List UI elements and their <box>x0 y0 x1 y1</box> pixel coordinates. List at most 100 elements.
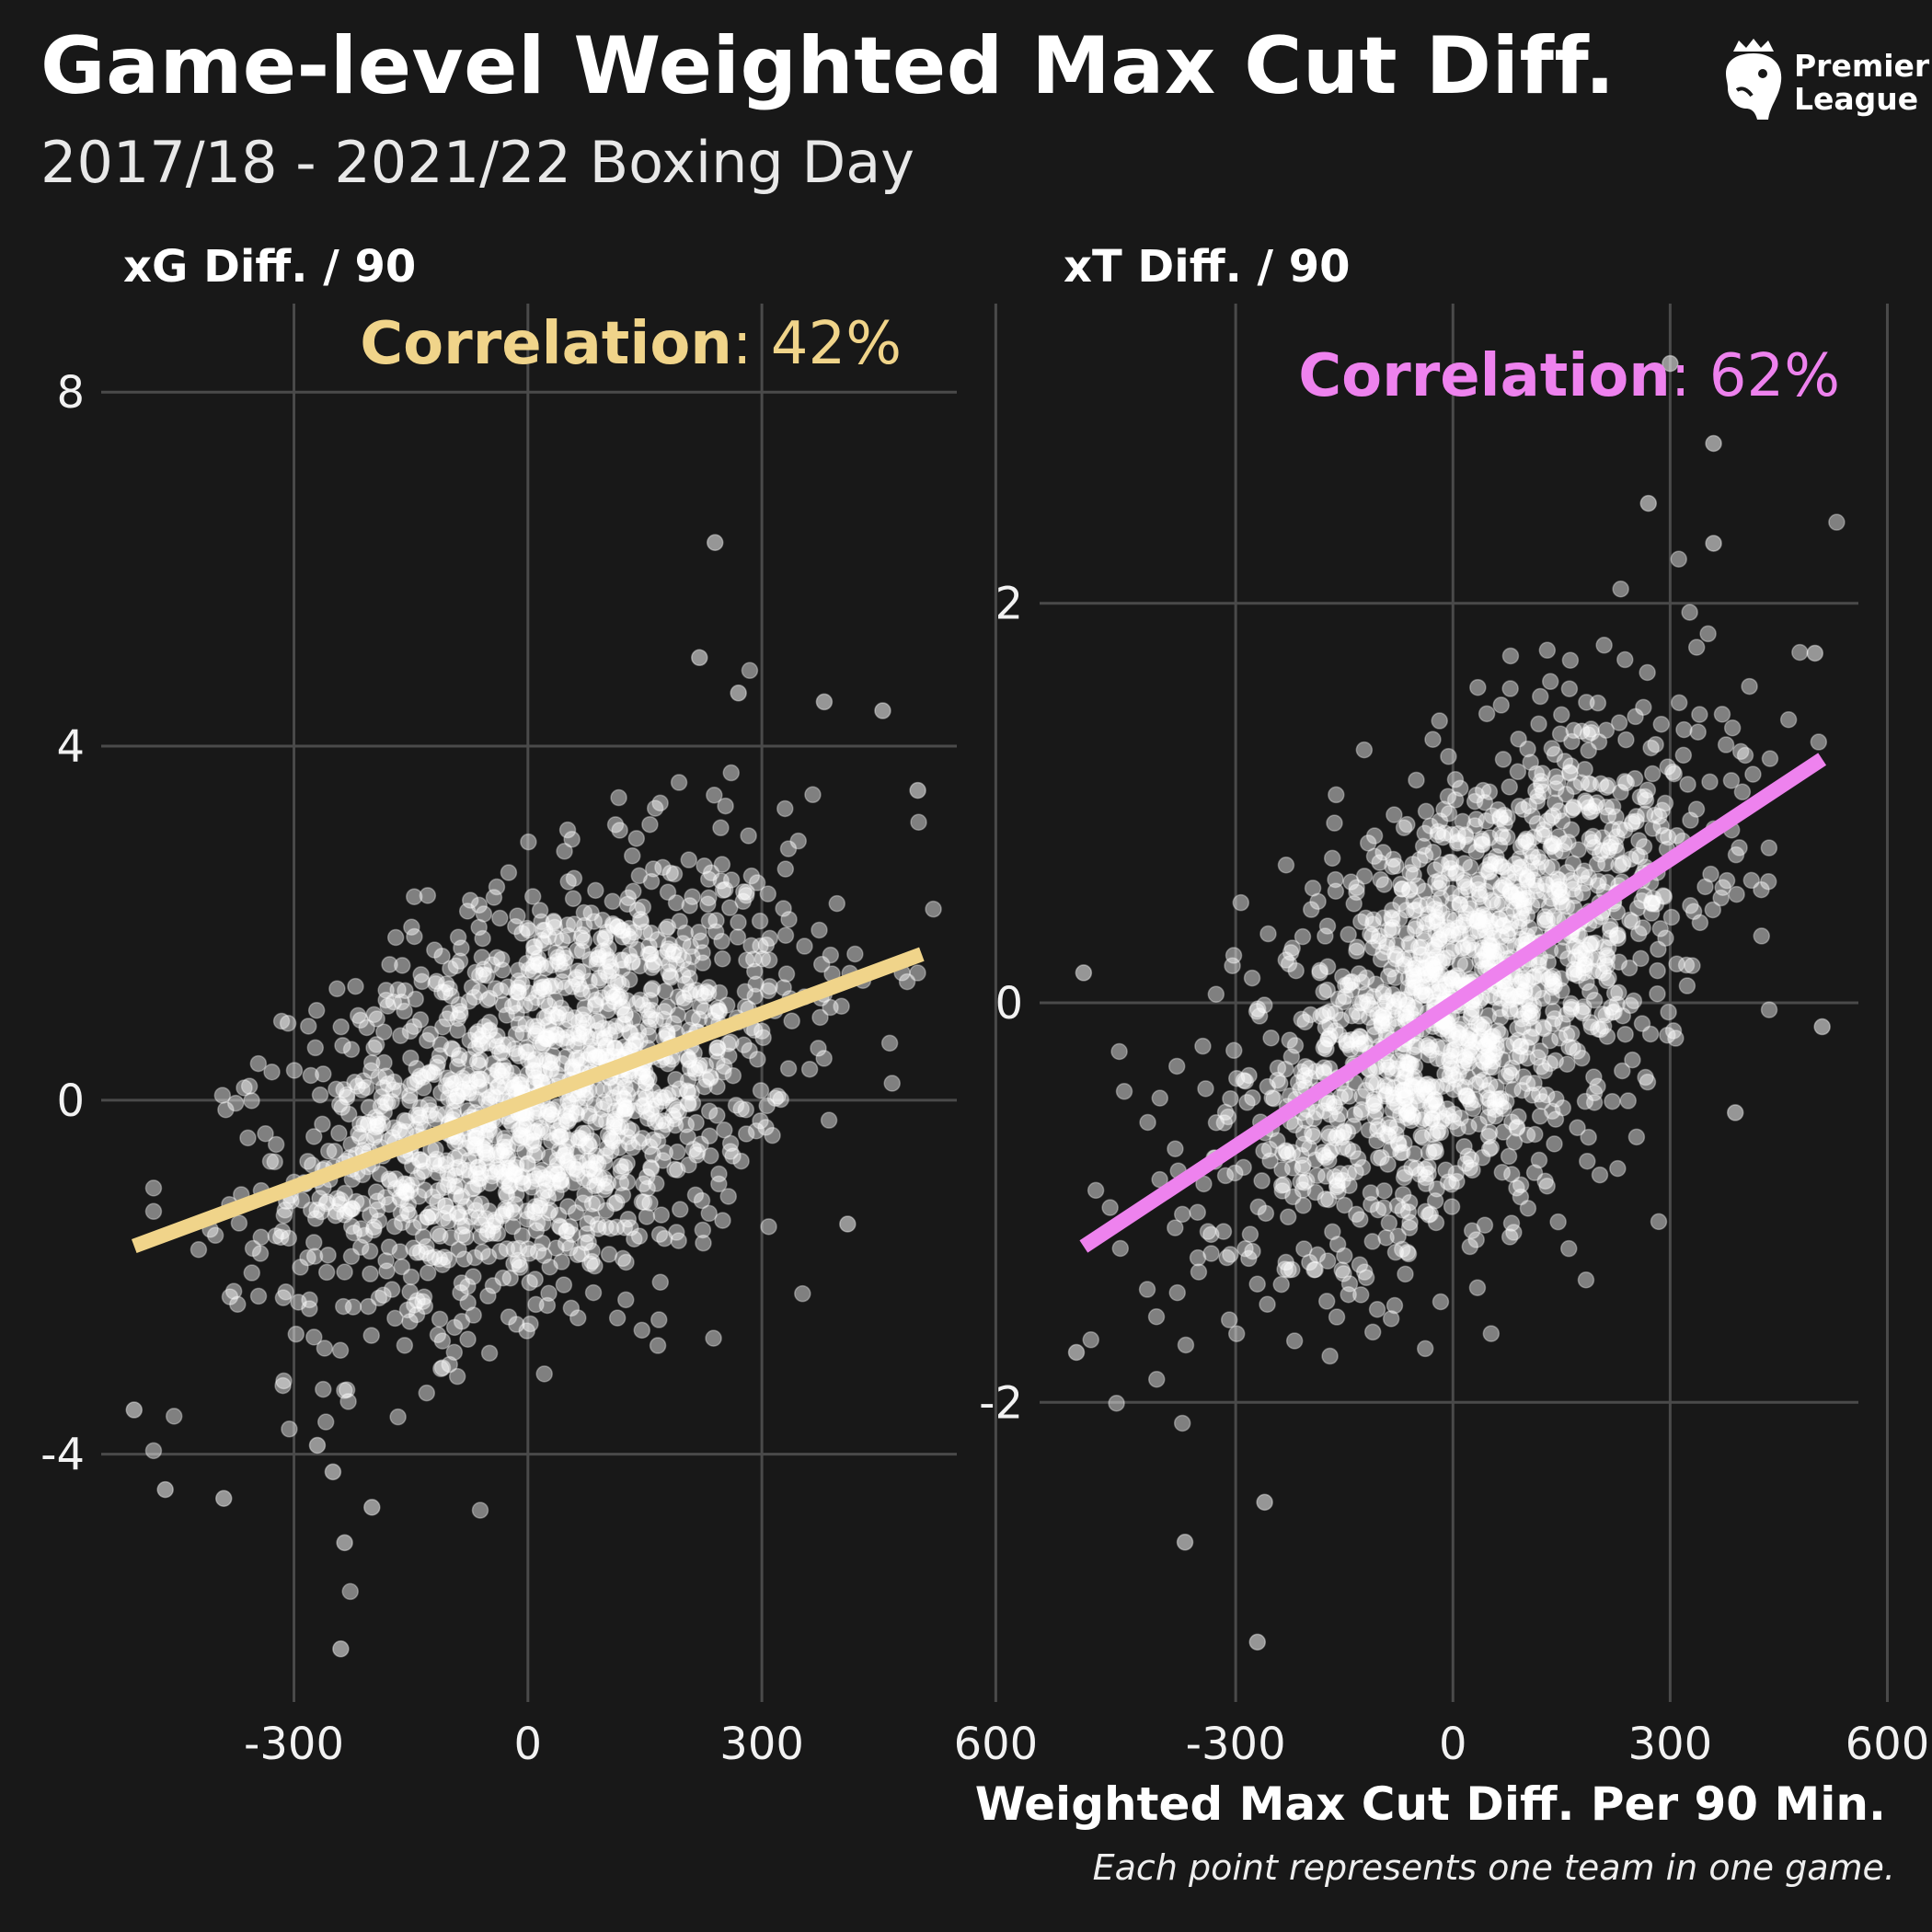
data-point <box>518 1202 535 1220</box>
data-point <box>370 1212 388 1230</box>
data-point <box>1444 1112 1462 1131</box>
data-point <box>715 1057 733 1075</box>
data-point <box>680 1052 697 1069</box>
data-point <box>752 1082 770 1099</box>
data-point <box>516 1143 534 1160</box>
data-point <box>654 858 672 877</box>
data-point <box>1535 1019 1553 1038</box>
data-point <box>1384 857 1401 876</box>
data-point <box>574 1124 592 1143</box>
data-point <box>880 1034 899 1052</box>
x-tick-label: -300 <box>244 1719 344 1770</box>
data-point <box>480 1013 499 1031</box>
data-point <box>1464 1161 1481 1179</box>
data-point <box>360 1297 377 1316</box>
data-point <box>681 969 698 987</box>
data-point <box>396 1175 413 1192</box>
data-point <box>353 1194 372 1213</box>
data-point <box>1323 1141 1341 1159</box>
data-point <box>740 827 757 845</box>
data-point <box>341 1582 359 1601</box>
data-point <box>273 1223 292 1240</box>
data-point <box>426 941 443 959</box>
data-point <box>1718 871 1736 890</box>
data-point <box>495 1167 513 1185</box>
data-point <box>666 1160 684 1179</box>
data-point <box>479 1221 497 1239</box>
data-point <box>674 966 692 984</box>
data-point <box>410 1188 428 1205</box>
data-point <box>519 1043 537 1061</box>
data-point <box>676 924 695 942</box>
data-point <box>1828 513 1846 531</box>
data-point <box>614 1016 632 1033</box>
data-point <box>528 1144 546 1162</box>
data-point <box>447 1159 466 1177</box>
data-point <box>452 1006 469 1023</box>
data-point <box>299 1248 316 1267</box>
data-point <box>1177 1336 1195 1354</box>
data-point <box>707 1004 725 1021</box>
data-point <box>671 913 689 930</box>
data-point <box>308 1436 327 1455</box>
data-point <box>1627 1128 1646 1146</box>
data-point <box>1439 1025 1457 1042</box>
data-point <box>651 1088 670 1107</box>
data-point <box>469 1072 488 1090</box>
logo-text-line2: League <box>1794 81 1919 117</box>
data-point <box>453 1217 471 1236</box>
data-point <box>1390 1135 1408 1154</box>
data-point <box>741 1041 758 1060</box>
data-point <box>558 916 577 934</box>
data-point <box>439 1204 457 1222</box>
data-point <box>324 1463 342 1481</box>
data-point <box>1296 1057 1315 1075</box>
data-point <box>500 864 518 881</box>
data-point <box>548 1129 567 1146</box>
data-point <box>1526 1125 1544 1144</box>
data-point <box>1600 969 1617 987</box>
data-point <box>474 1027 491 1045</box>
data-point <box>156 1480 174 1499</box>
data-point <box>362 1265 379 1282</box>
data-point <box>484 1217 502 1235</box>
data-point <box>684 888 701 905</box>
data-point <box>671 1080 689 1098</box>
data-point <box>1463 1222 1481 1239</box>
data-point <box>1441 910 1458 927</box>
data-point <box>1400 1219 1419 1236</box>
data-point <box>342 1248 361 1266</box>
data-point <box>626 1230 643 1248</box>
x-tick-label: 600 <box>1846 1719 1930 1770</box>
data-point <box>1075 964 1093 982</box>
data-point <box>419 1264 437 1282</box>
data-point <box>578 1028 596 1045</box>
data-point <box>1359 834 1377 852</box>
data-point <box>669 1161 686 1179</box>
data-point <box>540 1123 558 1142</box>
data-point <box>674 989 693 1007</box>
data-point <box>510 983 527 1001</box>
data-point <box>461 1031 478 1049</box>
data-point <box>1620 959 1639 977</box>
data-point <box>328 1202 345 1221</box>
data-point <box>555 1147 572 1165</box>
data-point <box>1813 1018 1831 1036</box>
data-point <box>391 1243 409 1260</box>
data-point <box>1741 677 1758 696</box>
data-point <box>611 1101 629 1119</box>
data-point <box>727 1097 745 1114</box>
data-point <box>1225 1041 1243 1060</box>
data-point <box>474 929 491 948</box>
data-point <box>580 1044 598 1063</box>
data-point <box>1238 1094 1256 1111</box>
data-point <box>436 1197 454 1215</box>
data-point <box>545 913 563 930</box>
data-point <box>469 1158 488 1176</box>
data-point <box>393 1213 411 1232</box>
data-point <box>407 990 424 1008</box>
data-point <box>1235 1072 1253 1089</box>
data-point <box>338 1088 356 1106</box>
data-point <box>649 1133 667 1150</box>
data-point <box>583 1242 601 1260</box>
